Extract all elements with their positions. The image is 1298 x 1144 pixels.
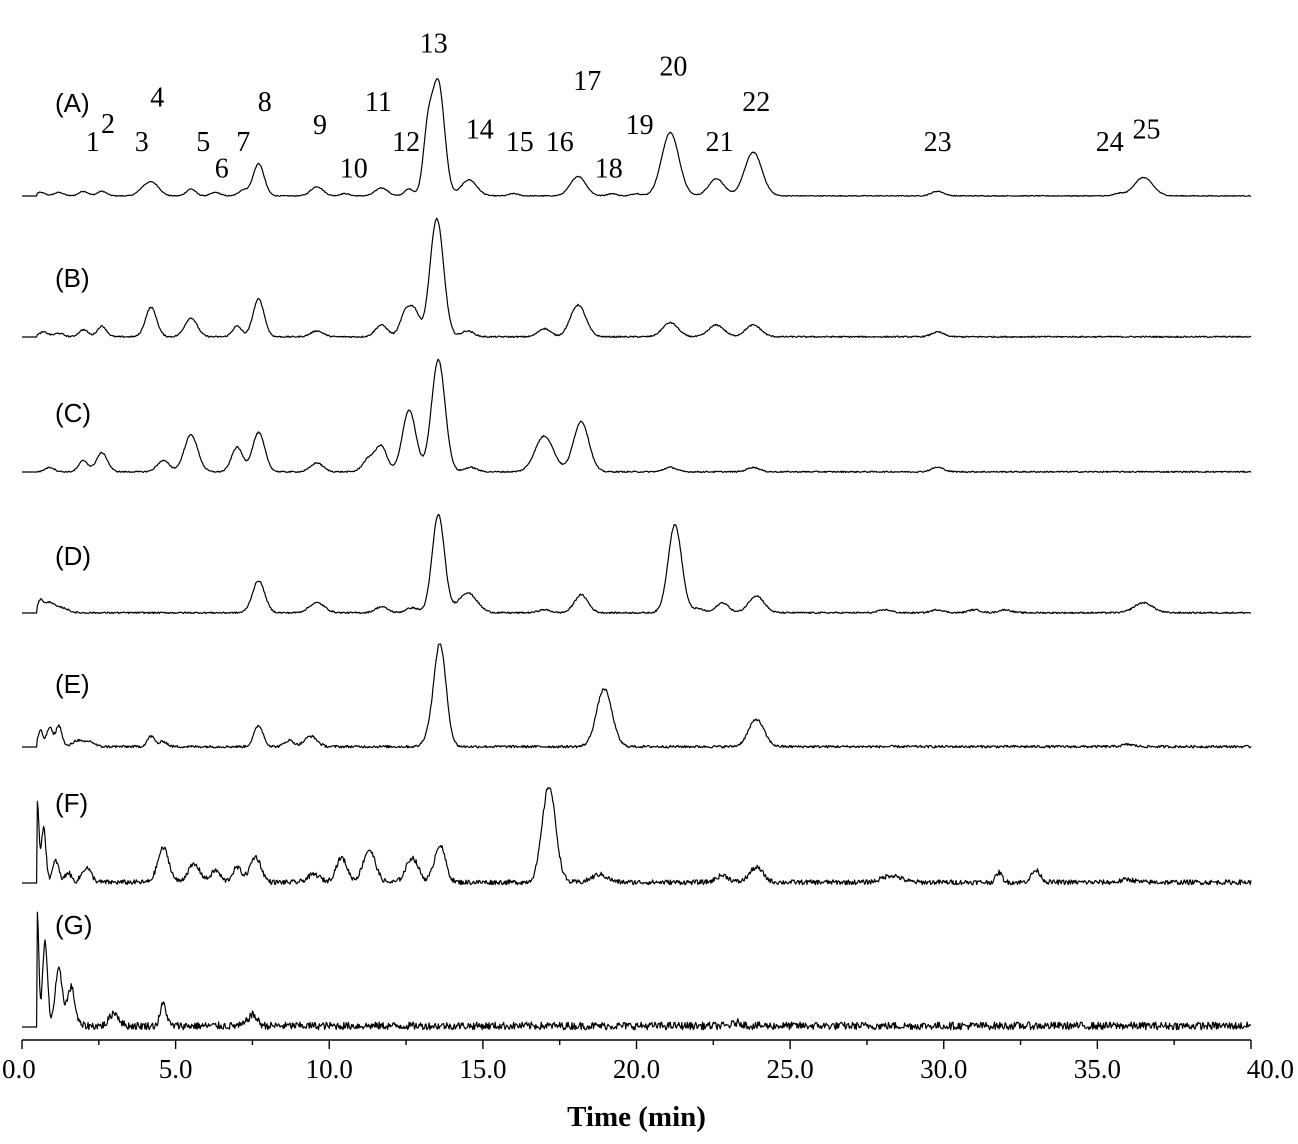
- peak-label-4: 4: [150, 82, 164, 113]
- peak-label-10: 10: [340, 154, 368, 185]
- peak-label-2: 2: [101, 109, 115, 140]
- peak-label-19: 19: [626, 110, 654, 141]
- peak-label-6: 6: [215, 154, 229, 185]
- trace-e: [22, 643, 1252, 749]
- peak-label-15: 15: [506, 127, 534, 158]
- x-ticks-group: 0.0 5.0 10.0 15.0 20.0 25.0 30.0 35.0 40.0: [2, 1040, 1294, 1084]
- panel-label-c: (C): [55, 398, 91, 428]
- panel-label-e: (E): [55, 669, 90, 699]
- peak-label-13: 13: [420, 28, 448, 59]
- trace-g: [22, 911, 1252, 1031]
- trace-c: [22, 358, 1252, 474]
- peak-label-5: 5: [196, 127, 210, 158]
- panel-label-d: (D): [55, 541, 91, 571]
- peak-label-24: 24: [1096, 127, 1124, 158]
- peak-label-11: 11: [365, 87, 392, 118]
- traces-group: [22, 78, 1252, 1031]
- x-tick-label: 15.0: [459, 1054, 506, 1084]
- x-tick-label: 5.0: [159, 1054, 193, 1084]
- peak-label-22: 22: [742, 87, 770, 118]
- x-axis: 0.0 5.0 10.0 15.0 20.0 25.0 30.0 35.0 40.0: [2, 1039, 1294, 1084]
- peak-label-3: 3: [135, 127, 149, 158]
- peak-label-18: 18: [595, 154, 623, 185]
- x-tick-label: 0.0: [2, 1054, 36, 1084]
- panel-label-g: (G): [55, 910, 93, 940]
- peak-label-8: 8: [258, 87, 272, 118]
- peak-label-12: 12: [392, 127, 420, 158]
- peak-label-23: 23: [924, 127, 952, 158]
- peak-label-9: 9: [313, 110, 327, 141]
- trace-d: [22, 513, 1252, 615]
- peak-label-16: 16: [546, 127, 574, 158]
- peak-label-21: 21: [706, 127, 734, 158]
- trace-a: [22, 78, 1252, 197]
- x-tick-label: 40.0: [1247, 1054, 1294, 1084]
- peak-label-20: 20: [659, 51, 687, 82]
- trace-b: [22, 217, 1252, 339]
- x-tick-label: 30.0: [920, 1054, 967, 1084]
- peak-label-25: 25: [1133, 115, 1161, 146]
- trace-f: [22, 786, 1252, 886]
- x-tick-label: 25.0: [767, 1054, 814, 1084]
- panel-label-f: (F): [55, 788, 88, 818]
- panel-label-b: (B): [55, 263, 90, 293]
- x-tick-label: 35.0: [1074, 1054, 1121, 1084]
- peak-label-7: 7: [236, 127, 250, 158]
- panel-label-a: (A): [55, 88, 90, 118]
- x-tick-label: 10.0: [306, 1054, 353, 1084]
- peak-label-1: 1: [86, 127, 100, 158]
- panel-labels-group: (A) (B) (C) (D) (E) (F) (G): [55, 88, 93, 940]
- peak-label-17: 17: [573, 66, 601, 97]
- peak-label-14: 14: [466, 115, 494, 146]
- x-axis-label: Time (min): [567, 1101, 706, 1133]
- x-tick-label: 20.0: [613, 1054, 660, 1084]
